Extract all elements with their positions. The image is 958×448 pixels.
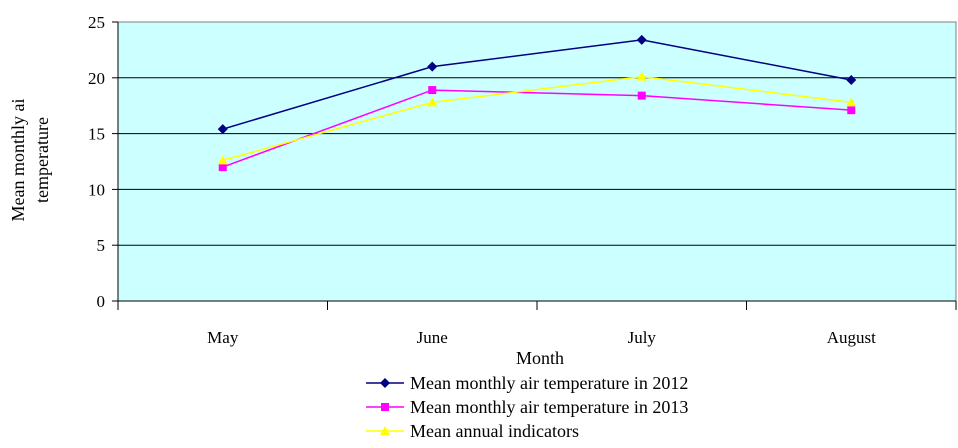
plot-area bbox=[118, 22, 956, 301]
y-tick-label: 0 bbox=[97, 292, 106, 311]
y-tick-label: 15 bbox=[88, 125, 105, 144]
x-axis-title: Month bbox=[516, 348, 564, 368]
y-axis-title-line-2: temperature bbox=[32, 117, 52, 203]
legend-entry: Mean annual indicators bbox=[366, 421, 579, 441]
legend-entry: Mean monthly air temperature in 2012 bbox=[366, 373, 688, 393]
legend-label: Mean monthly air temperature in 2013 bbox=[410, 397, 688, 417]
y-tick-label: 10 bbox=[88, 180, 105, 199]
data-point bbox=[847, 106, 855, 114]
x-tick-label: June bbox=[417, 328, 448, 347]
legend: Mean monthly air temperature in 2012 Mean… bbox=[366, 373, 688, 441]
data-point bbox=[428, 86, 436, 94]
data-point bbox=[638, 92, 646, 100]
x-tick-label: May bbox=[207, 328, 239, 347]
legend-label: Mean monthly air temperature in 2012 bbox=[410, 373, 688, 393]
y-axis-title-line-1: Mean monthly ai bbox=[8, 99, 28, 222]
legend-marker bbox=[381, 403, 389, 411]
y-axis-title: Mean monthly ai temperature bbox=[8, 99, 52, 222]
y-tick-label: 20 bbox=[88, 69, 105, 88]
legend-label: Mean annual indicators bbox=[410, 421, 579, 441]
legend-entry: Mean monthly air temperature in 2013 bbox=[366, 397, 688, 417]
legend-marker bbox=[380, 378, 390, 388]
y-tick-label: 25 bbox=[88, 13, 105, 32]
x-tick-label: July bbox=[628, 328, 657, 347]
x-tick-label: August bbox=[827, 328, 876, 347]
y-tick-label: 5 bbox=[97, 236, 106, 255]
